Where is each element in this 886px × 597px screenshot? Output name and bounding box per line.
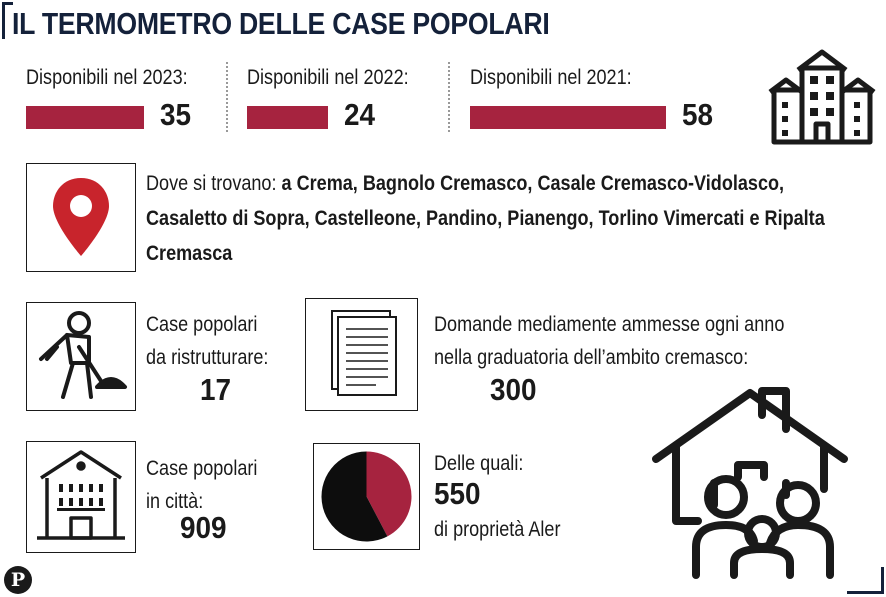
domande-line1: Domande mediamente ammesse ogni anno — [434, 313, 785, 336]
citta-value: 909 — [180, 510, 227, 545]
construction-worker-box — [26, 302, 136, 411]
publisher-logo: P — [4, 566, 32, 594]
family-house-icon — [650, 385, 850, 581]
page-title: IL TERMOMETRO DELLE CASE POPOLARI — [12, 6, 550, 41]
availability-bar — [470, 106, 666, 129]
domande-text: Domande mediamente ammesse ogni anno nel… — [434, 308, 784, 374]
locations-prefix: Dove si trovano: — [146, 172, 282, 195]
citta-line2: in città: — [146, 490, 204, 513]
pie-slice — [366, 451, 412, 537]
locations-list: a Crema, Bagnolo Cremasco, Casale Cremas… — [146, 172, 825, 265]
apartment-buildings-icon — [766, 42, 878, 146]
corner-frame-top-left — [2, 2, 13, 39]
availability-bar — [26, 106, 144, 129]
aler-line2: di proprietà Aler — [434, 518, 561, 541]
ristrutturare-value: 17 — [200, 372, 232, 407]
separator — [448, 62, 450, 132]
ristrutturare-text: Case popolari da ristrutturare: — [146, 308, 268, 374]
ristrutturare-line2: da ristrutturare: — [146, 346, 269, 369]
corner-frame-bottom-right — [847, 567, 884, 594]
domande-value: 300 — [490, 372, 537, 407]
map-pin-icon — [53, 178, 109, 256]
availability-label: Disponibili nel 2021: — [470, 66, 632, 89]
pie-chart-box — [313, 443, 420, 550]
domande-line2: nella graduatoria dell’ambito cremasco: — [434, 346, 749, 369]
citta-text: Case popolari in città: — [146, 452, 257, 518]
availability-value: 24 — [344, 97, 376, 132]
locations-text: Dove si trovano: a Crema, Bagnolo Cremas… — [146, 166, 851, 271]
availability-label: Disponibili nel 2023: — [26, 66, 188, 89]
availability-bar — [247, 106, 328, 129]
ristrutturare-line1: Case popolari — [146, 313, 258, 336]
map-pin-box — [26, 163, 136, 272]
aler-value: 550 — [434, 476, 481, 511]
separator — [226, 62, 228, 132]
pie-slice — [321, 451, 388, 542]
availability-value: 58 — [682, 97, 714, 132]
availability-value: 35 — [160, 97, 192, 132]
citta-line1: Case popolari — [146, 457, 258, 480]
aler-line1: Delle quali: — [434, 452, 524, 475]
documents-box — [305, 298, 418, 411]
documents-icon — [331, 310, 397, 396]
town-hall-box — [26, 441, 136, 553]
availability-label: Disponibili nel 2022: — [247, 66, 409, 89]
construction-worker-icon — [39, 311, 127, 399]
pie-chart-icon — [321, 451, 412, 542]
town-hall-icon — [37, 450, 125, 540]
